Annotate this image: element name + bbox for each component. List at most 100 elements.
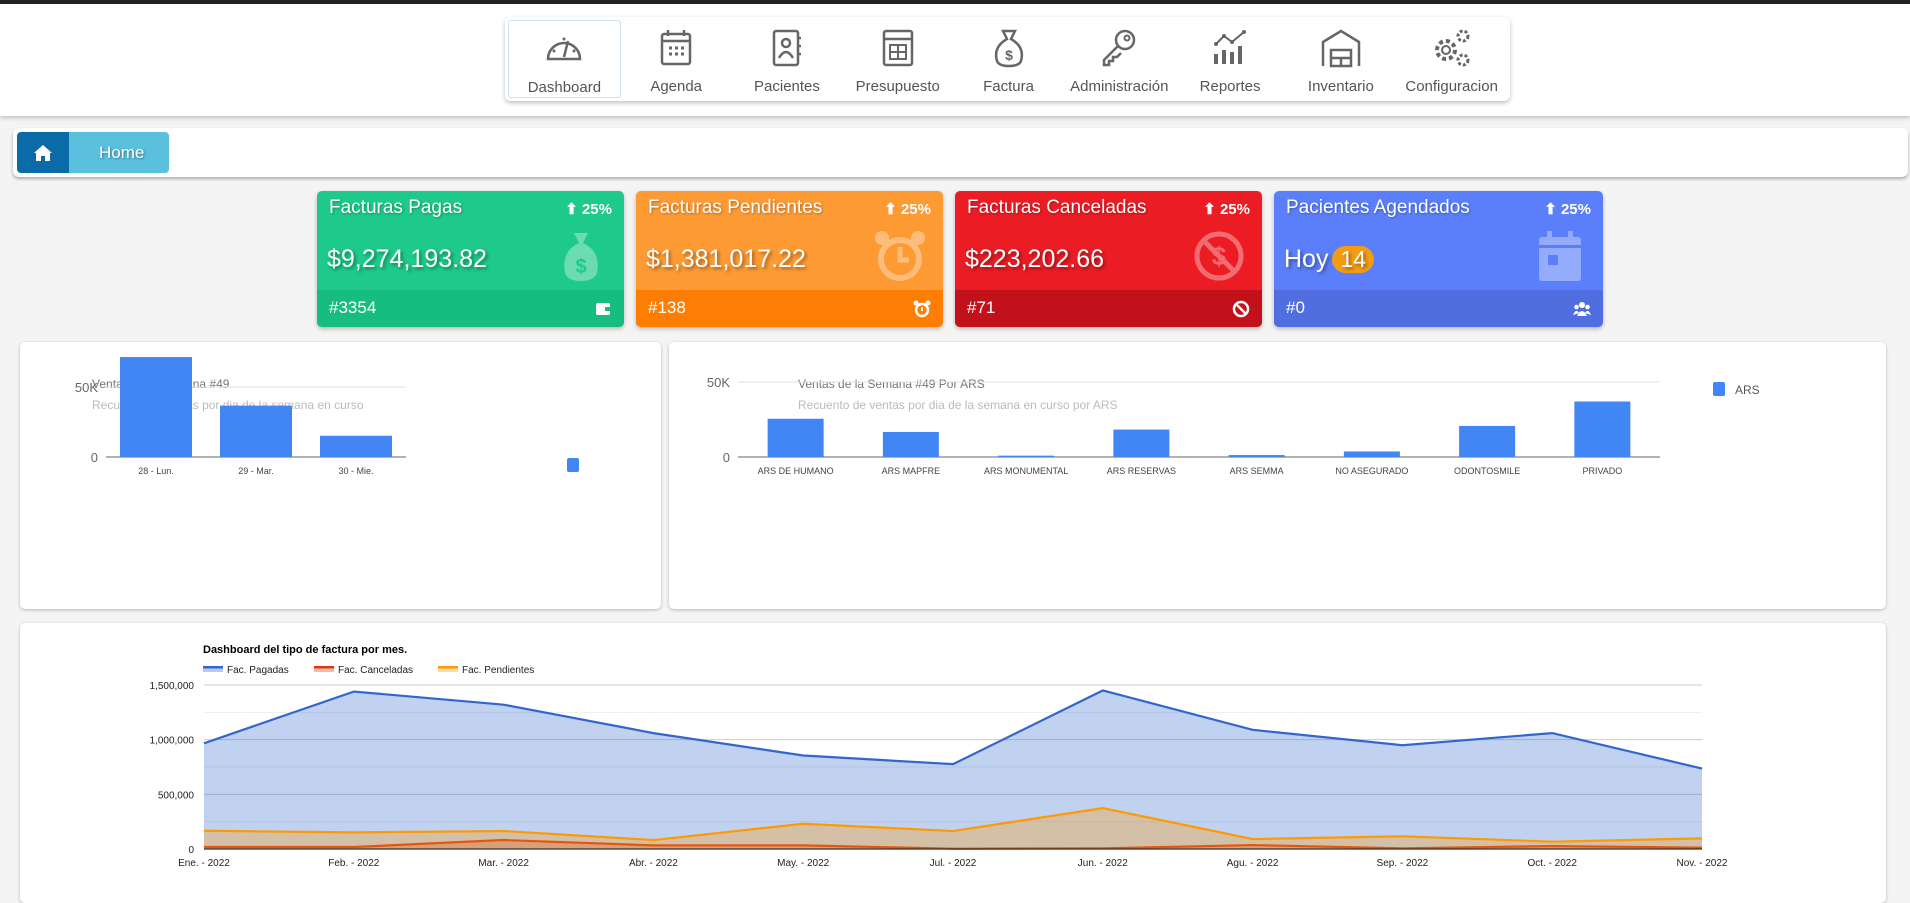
x-tick-label: ODONTOSMILE: [1454, 466, 1520, 476]
x-tick-label: 28 - Lun.: [138, 466, 174, 476]
x-tick-label: ARS MONUMENTAL: [984, 466, 1068, 476]
nav-factura[interactable]: $ Factura: [953, 20, 1064, 98]
x-tick-label: Abr. - 2022: [629, 858, 678, 869]
x-tick-label: Mar. - 2022: [478, 858, 529, 869]
x-tick-label: Agu. - 2022: [1227, 858, 1279, 869]
nav-label: Configuracion: [1405, 78, 1498, 95]
card-title: Facturas Pagas: [329, 197, 462, 219]
legend-line: [438, 666, 458, 669]
stat-card-facturas-pendientes[interactable]: Facturas Pendientes ⬆︎ 25% $1,381,017.22…: [636, 191, 943, 327]
svg-text:$: $: [1212, 241, 1227, 271]
x-tick-label: Jun. - 2022: [1078, 858, 1128, 869]
nav-presupuesto[interactable]: Presupuesto: [842, 20, 953, 98]
x-tick-label: NO ASEGURADO: [1335, 466, 1408, 476]
x-tick-label: Ene. - 2022: [178, 858, 230, 869]
card-amount: $223,202.66: [965, 245, 1104, 274]
no-money-icon: $: [1192, 229, 1246, 283]
nav-label: Factura: [983, 78, 1034, 95]
y-tick-label: 1,500,000: [150, 681, 195, 692]
bar: [1574, 402, 1630, 458]
x-tick-label: ARS MAPFRE: [882, 466, 941, 476]
warehouse-icon: [1319, 26, 1363, 70]
card-footer: #0: [1274, 290, 1603, 327]
card-count: #3354: [329, 298, 376, 317]
bar: [120, 357, 192, 457]
legend-label: Fac. Pendientes: [462, 665, 534, 676]
calendar-icon: [654, 26, 698, 70]
home-icon: [33, 144, 53, 162]
bar: [1459, 426, 1515, 457]
percent-value: 25%: [582, 201, 612, 218]
money-bag-icon: $: [554, 229, 608, 283]
nav-pacientes[interactable]: Pacientes: [732, 20, 843, 98]
bar: [220, 406, 292, 457]
nav-agenda[interactable]: Agenda: [621, 20, 732, 98]
x-tick-label: ARS SEMMA: [1230, 466, 1284, 476]
card-footer: #71: [955, 290, 1262, 327]
bar: [320, 436, 392, 457]
percent-value: 25%: [1220, 201, 1250, 218]
today-label: Hoy: [1284, 245, 1328, 273]
monthly-invoices-panel: Dashboard del tipo de factura por mes. Fa…: [20, 623, 1886, 903]
card-percent: ⬆︎ 25%: [884, 200, 931, 218]
bar: [1229, 455, 1285, 457]
nav-label: Administración: [1070, 78, 1168, 95]
x-tick-label: Feb. - 2022: [328, 858, 380, 869]
breadcrumb: Home: [13, 128, 1908, 177]
header: Dashboard Agenda Pacientes Presupuesto $ Fact…: [0, 4, 1910, 116]
y-tick-label: 500,000: [158, 790, 195, 801]
stat-card-facturas-canceladas[interactable]: Facturas Canceladas ⬆︎ 25% $223,202.66 $…: [955, 191, 1262, 327]
chart-title: Dashboard del tipo de factura por mes.: [203, 644, 407, 656]
area-fac-pagadas: [204, 690, 1702, 849]
card-percent: ⬆︎ 25%: [565, 200, 612, 218]
svg-text:$: $: [575, 256, 586, 278]
svg-text:$: $: [1005, 47, 1013, 63]
y-tick-label: 50K: [75, 380, 98, 395]
nav-label: Inventario: [1308, 78, 1374, 95]
legend-swatch: [1713, 382, 1725, 396]
card-amount: $1,381,017.22: [646, 245, 806, 274]
users-icon: [1573, 300, 1591, 318]
nav-administracin[interactable]: Administración: [1064, 20, 1175, 98]
ban-icon: [1232, 300, 1250, 318]
stat-card-facturas-pagas[interactable]: Facturas Pagas ⬆︎ 25% $9,274,193.82 $ #3…: [317, 191, 624, 327]
nav-configuracion[interactable]: Configuracion: [1396, 20, 1507, 98]
arrow-up-circle-icon: ⬆︎: [1203, 201, 1216, 218]
wallet-icon: [594, 300, 612, 318]
card-percent: ⬆︎ 25%: [1203, 200, 1250, 218]
x-tick-label: May. - 2022: [777, 858, 829, 869]
contact-book-icon: [765, 26, 809, 70]
monthly-invoices-chart: Dashboard del tipo de factura por mes. Fa…: [20, 623, 1886, 903]
breadcrumb-home[interactable]: [17, 132, 69, 173]
arrow-up-circle-icon: ⬆︎: [565, 201, 578, 218]
nav-dashboard[interactable]: Dashboard: [508, 20, 621, 98]
legend-label: Fac. Canceladas: [338, 665, 413, 676]
nav-label: Pacientes: [754, 78, 820, 95]
y-tick-label: 50K: [707, 375, 730, 390]
card-count: #71: [967, 298, 995, 317]
breadcrumb-current[interactable]: Home: [69, 132, 169, 173]
gears-icon: [1430, 26, 1474, 70]
x-tick-label: ARS RESERVAS: [1107, 466, 1176, 476]
legend-label: ARS: [1735, 383, 1760, 397]
card-title: Pacientes Agendados: [1286, 197, 1470, 219]
y-tick-label: 0: [723, 450, 730, 465]
card-count: #0: [1286, 298, 1305, 317]
bar: [768, 419, 824, 457]
weekly-sales-panel: Ventas de la Semana #49 Recuento de vent…: [20, 342, 661, 609]
nav-label: Dashboard: [528, 79, 601, 96]
legend-line: [203, 666, 223, 669]
nav-inventario[interactable]: Inventario: [1285, 20, 1396, 98]
calculator-icon: [876, 26, 920, 70]
bar: [1113, 430, 1169, 457]
alarm-clock-icon: [913, 300, 931, 318]
nav-reportes[interactable]: Reportes: [1175, 20, 1286, 98]
bar: [883, 432, 939, 457]
x-tick-label: Oct. - 2022: [1527, 858, 1577, 869]
x-tick-label: Jul. - 2022: [930, 858, 977, 869]
y-tick-label: 0: [91, 450, 98, 465]
card-count: #138: [648, 298, 686, 317]
